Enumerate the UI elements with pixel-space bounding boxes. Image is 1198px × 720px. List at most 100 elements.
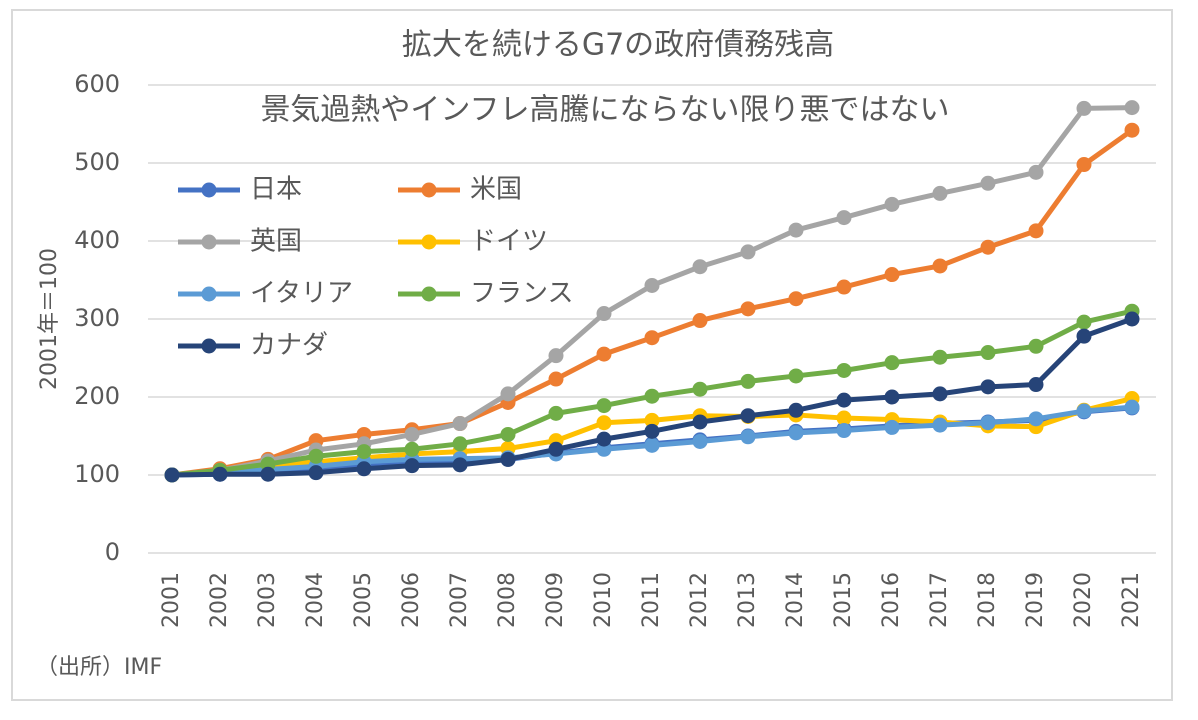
data-point: [1076, 328, 1092, 344]
legend-marker: [201, 234, 217, 250]
data-point: [788, 222, 804, 238]
data-point: [452, 436, 468, 452]
x-tick-label: 2015: [831, 572, 856, 628]
chart-subtitle: 景気過熱やインフレ高騰にならない限り悪ではない: [260, 93, 949, 128]
data-point: [1028, 338, 1044, 354]
data-point: [404, 458, 420, 474]
data-point: [836, 423, 852, 439]
data-point: [212, 466, 228, 482]
data-point: [596, 415, 612, 431]
data-point: [452, 416, 468, 432]
data-point: [356, 444, 372, 460]
data-point: [884, 389, 900, 405]
data-point: [644, 423, 660, 439]
y-tick-label: 400: [74, 226, 120, 254]
data-point: [548, 371, 564, 387]
chart-title: 拡大を続けるG7の政府債務残高: [402, 28, 834, 63]
data-point: [596, 306, 612, 322]
data-point: [692, 313, 708, 329]
data-point: [500, 451, 516, 467]
data-point: [644, 330, 660, 346]
data-point: [980, 379, 996, 395]
x-tick-label: 2017: [927, 572, 952, 628]
y-tick-label: 600: [74, 70, 120, 98]
y-tick-label: 300: [74, 304, 120, 332]
data-point: [884, 196, 900, 212]
data-point: [740, 244, 756, 260]
data-point: [692, 381, 708, 397]
legend-label: カナダ: [250, 331, 328, 361]
data-point: [788, 402, 804, 418]
data-point: [356, 461, 372, 477]
x-tick-label: 2019: [1023, 572, 1048, 628]
data-point: [884, 355, 900, 371]
x-tick-label: 2016: [879, 572, 904, 628]
x-tick-label: 2018: [975, 572, 1000, 628]
data-point: [308, 448, 324, 464]
legend-label: イタリア: [250, 279, 353, 309]
legend-marker: [201, 182, 217, 198]
legend-label: ドイツ: [470, 227, 548, 257]
data-point: [980, 239, 996, 255]
data-point: [644, 437, 660, 453]
data-point: [1028, 223, 1044, 239]
data-point: [836, 410, 852, 426]
x-tick-label: 2007: [447, 572, 472, 628]
data-point: [452, 457, 468, 473]
legend-label: 日本: [250, 175, 302, 205]
data-point: [1028, 377, 1044, 393]
y-tick-label: 200: [74, 382, 120, 410]
x-tick-label: 2002: [207, 572, 232, 628]
data-point: [932, 258, 948, 274]
data-point: [980, 345, 996, 361]
data-point: [404, 441, 420, 457]
data-point: [548, 441, 564, 457]
x-tick-label: 2020: [1071, 572, 1096, 628]
data-point: [884, 267, 900, 283]
data-point: [740, 301, 756, 317]
source-note: （出所）IMF: [36, 655, 162, 680]
data-point: [692, 259, 708, 275]
legend-marker: [201, 286, 217, 302]
data-point: [836, 279, 852, 295]
data-point: [1124, 122, 1140, 138]
legend-marker: [421, 234, 437, 250]
data-point: [1076, 100, 1092, 116]
legend-label: 英国: [250, 227, 302, 257]
data-point: [548, 405, 564, 421]
y-axis-label: 2001年＝100: [37, 248, 62, 390]
data-point: [596, 431, 612, 447]
x-tick-label: 2001: [159, 572, 184, 628]
x-tick-label: 2013: [735, 572, 760, 628]
data-point: [692, 414, 708, 430]
data-point: [836, 210, 852, 226]
data-point: [932, 185, 948, 201]
data-point: [548, 348, 564, 364]
data-point: [1028, 411, 1044, 427]
data-point: [1076, 157, 1092, 173]
data-point: [1124, 100, 1140, 116]
x-tick-label: 2010: [591, 572, 616, 628]
x-tick-label: 2012: [687, 572, 712, 628]
legend-label: 米国: [470, 175, 522, 205]
data-point: [740, 429, 756, 445]
data-point: [836, 392, 852, 408]
data-point: [644, 277, 660, 293]
y-tick-label: 500: [74, 148, 120, 176]
legend-marker: [201, 338, 217, 354]
data-point: [644, 388, 660, 404]
legend-marker: [421, 182, 437, 198]
data-point: [260, 466, 276, 482]
data-point: [980, 175, 996, 191]
data-point: [788, 291, 804, 307]
data-point: [404, 426, 420, 442]
data-point: [1076, 403, 1092, 419]
x-tick-label: 2014: [783, 572, 808, 628]
data-point: [692, 433, 708, 449]
legend-label: フランス: [470, 279, 573, 309]
x-tick-label: 2011: [639, 572, 664, 628]
data-point: [1076, 314, 1092, 330]
data-point: [1124, 399, 1140, 415]
data-point: [1028, 164, 1044, 180]
data-point: [596, 346, 612, 362]
